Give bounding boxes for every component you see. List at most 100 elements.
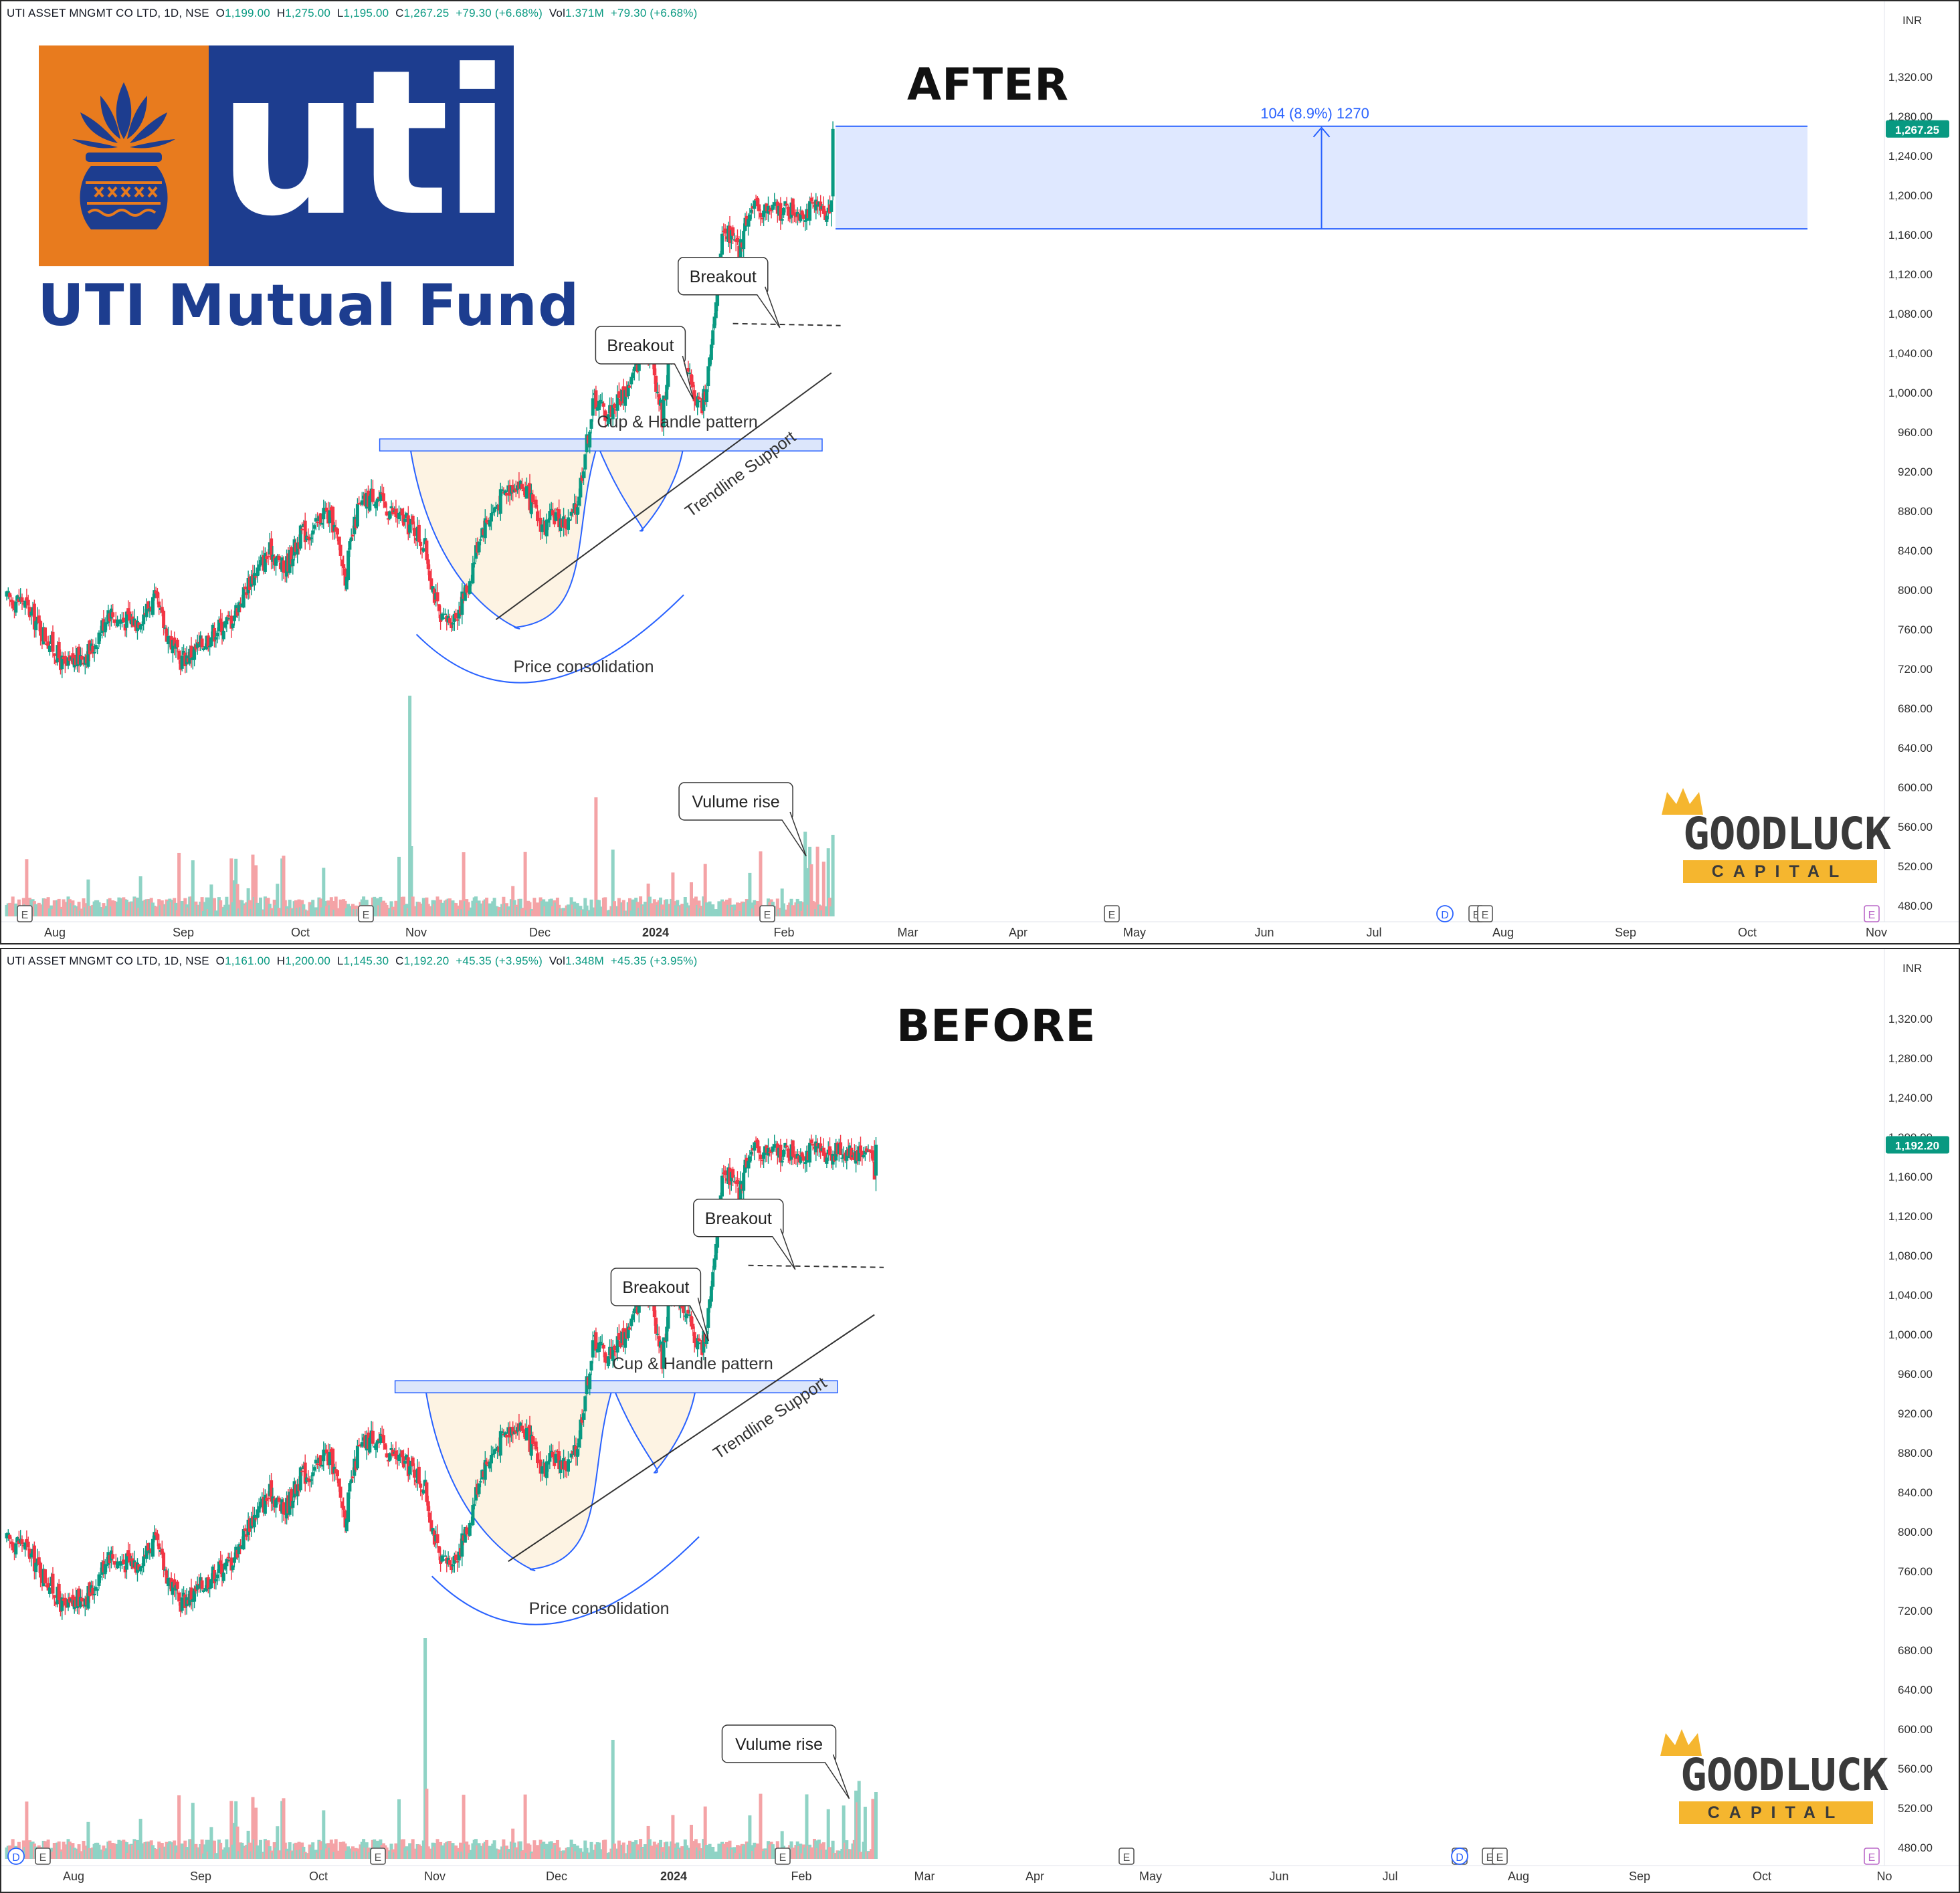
- candle-body: [397, 1454, 401, 1462]
- candle-body: [146, 1543, 151, 1551]
- candle-body: [97, 632, 101, 644]
- volume-bar: [117, 897, 121, 916]
- candle-body: [223, 1563, 227, 1570]
- candle-body: [144, 1545, 149, 1559]
- candle-body: [874, 1144, 878, 1176]
- price-chart-after[interactable]: 1,320.00 1,280.00 1,240.00 1,200.00 1,160.00…: [1, 1, 1960, 944]
- change-value: +45.35 (+3.95%): [456, 955, 543, 967]
- candle-body: [220, 621, 224, 635]
- candle-body: [536, 1453, 539, 1464]
- candle-body: [11, 1542, 15, 1551]
- volume-bar: [462, 1795, 466, 1859]
- volume-bar: [857, 1781, 861, 1859]
- candle-body: [375, 498, 379, 502]
- candle-body: [599, 1341, 603, 1344]
- volume-bar: [755, 1844, 759, 1859]
- chart-panel-before: 1,320.00 1,280.00 1,240.00 1,200.00 1,160.00…: [0, 948, 1960, 1893]
- candle-body: [167, 635, 170, 645]
- cup-fill: [409, 445, 598, 629]
- candle-body: [632, 367, 636, 372]
- volume-bar: [235, 884, 239, 916]
- candle-body: [692, 390, 696, 401]
- volume-bar: [759, 851, 763, 916]
- symbol-label: UTI ASSET MNGMT CO LTD, 1D, NSE: [7, 7, 209, 19]
- y-tick-label: 720.00: [1898, 1605, 1933, 1617]
- candle-body: [371, 1430, 375, 1444]
- volume-bar: [229, 1801, 233, 1859]
- candle-body: [140, 1565, 144, 1568]
- goodluck-name: GOODLUCK: [1680, 1749, 1888, 1801]
- volume-bar: [826, 1809, 830, 1859]
- volume-bar: [11, 896, 15, 916]
- candle-body: [759, 213, 763, 218]
- candle-body: [425, 540, 429, 561]
- last-price-badge: [1886, 120, 1949, 138]
- candle-body: [491, 512, 495, 514]
- volume-bar: [717, 901, 721, 916]
- breakout-1-callout-box: [610, 1268, 702, 1306]
- candle-body: [259, 1502, 262, 1508]
- volume-bar: [435, 1839, 439, 1859]
- volume-bar: [86, 1821, 90, 1859]
- uti-logo: uti: [39, 33, 514, 266]
- candle-body: [347, 551, 351, 581]
- candle-body: [534, 1441, 538, 1450]
- candle-body: [128, 1553, 132, 1563]
- before-label: BEFORE: [896, 1000, 1096, 1052]
- candle-body: [348, 1483, 352, 1492]
- candle-body: [171, 639, 175, 654]
- volume-bar: [780, 888, 784, 916]
- candle-body: [606, 414, 610, 425]
- candle-body: [656, 1333, 660, 1335]
- candle-body: [748, 214, 752, 221]
- candle-body: [208, 645, 212, 647]
- candle-body: [23, 600, 27, 608]
- candle-body: [336, 528, 339, 535]
- breakout-1-callout-tail: [674, 355, 694, 400]
- candle-body: [800, 1152, 804, 1157]
- volume-bar: [435, 896, 439, 916]
- volume-bar: [425, 1789, 429, 1859]
- handle-fill: [613, 1387, 696, 1473]
- candle-body: [397, 512, 401, 520]
- y-tick-label: 1,040.00: [1888, 1289, 1933, 1302]
- candle-body: [709, 344, 713, 360]
- candle-body: [215, 632, 219, 637]
- candle-body: [232, 615, 236, 621]
- candle-body: [460, 1533, 464, 1557]
- candle-body: [786, 1149, 790, 1158]
- price-chart-before[interactable]: 1,320.00 1,280.00 1,240.00 1,200.00 1,160.00…: [1, 949, 1960, 1893]
- earnings-marker: [1104, 905, 1120, 922]
- candle-body: [193, 1588, 197, 1602]
- volume-bar: [77, 1844, 81, 1859]
- volume-bar: [545, 1844, 549, 1859]
- candle-body: [126, 608, 130, 615]
- candle-body: [545, 1461, 549, 1478]
- trendline-support: [508, 1314, 875, 1563]
- candle-body: [388, 1453, 392, 1461]
- candle-body: [25, 1538, 29, 1542]
- candle-body: [686, 1309, 690, 1314]
- candle-body: [631, 372, 635, 379]
- candle-body: [767, 1147, 770, 1156]
- candle-body: [753, 200, 757, 209]
- volume-bar: [191, 860, 195, 916]
- candle-body: [491, 1454, 495, 1456]
- candle-body: [105, 623, 108, 625]
- candle-body: [799, 213, 803, 221]
- candle-body: [32, 603, 36, 630]
- candle-body: [355, 504, 359, 527]
- candle-body: [500, 489, 504, 492]
- volume-bar: [276, 884, 280, 916]
- y-tick-label: 960.00: [1898, 426, 1933, 439]
- resistance-line: [732, 322, 841, 326]
- candle-body: [371, 488, 375, 502]
- volume-bar: [690, 882, 693, 916]
- measure-label: 104 (8.9%) 1270: [1260, 105, 1369, 122]
- candle-body: [709, 1286, 713, 1302]
- candle-body: [557, 1451, 561, 1470]
- candle-body: [425, 1482, 429, 1502]
- candle-body: [175, 1581, 179, 1589]
- y-tick-label: 1,160.00: [1888, 1171, 1933, 1183]
- candle-body: [747, 1161, 751, 1169]
